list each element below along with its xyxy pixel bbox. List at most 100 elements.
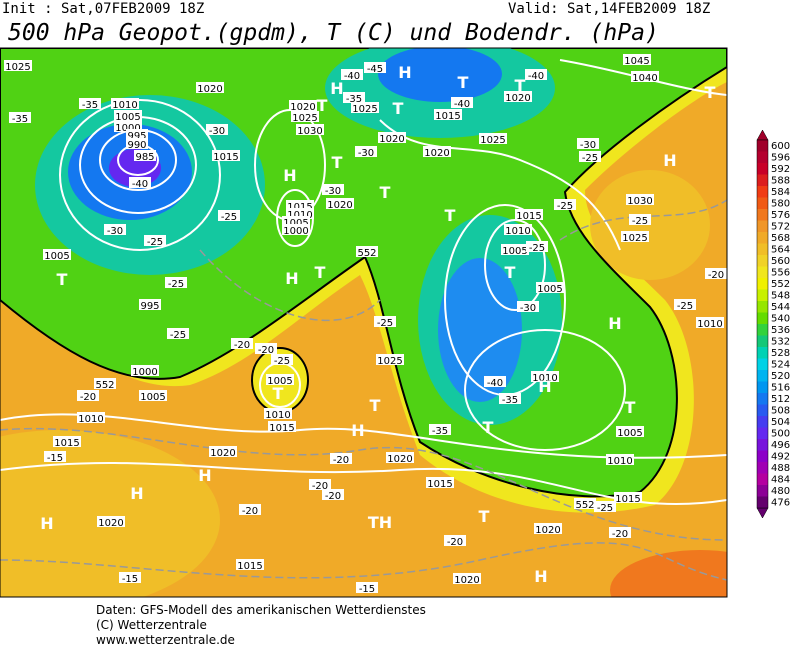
colorbar-label: 572 xyxy=(771,221,790,232)
temperature-label: -20 xyxy=(234,340,250,351)
colorbar-swatch xyxy=(757,243,768,255)
contour-label: 1025 xyxy=(622,233,647,244)
colorbar-swatch xyxy=(757,416,768,428)
temperature-label: -30 xyxy=(358,148,374,159)
label-box xyxy=(577,138,599,149)
colorbar-swatch xyxy=(757,370,768,382)
label-box xyxy=(423,146,451,157)
contour-label: 1025 xyxy=(377,356,402,367)
label-box xyxy=(631,71,659,82)
contour-label: 1020 xyxy=(98,518,123,529)
colorbar-swatch xyxy=(757,485,768,497)
colorbar-label: 504 xyxy=(771,417,790,428)
label-box xyxy=(129,177,151,188)
contour-label: 1005 xyxy=(140,392,165,403)
contour-label: 1020 xyxy=(424,148,449,159)
colorbar-swatch xyxy=(757,324,768,336)
label-box xyxy=(343,92,365,103)
temperature-label: -25 xyxy=(677,301,693,312)
contour-label: 1020 xyxy=(379,134,404,145)
label-box xyxy=(209,446,237,457)
temperature-label: -40 xyxy=(487,378,503,389)
label-box xyxy=(104,224,126,235)
contour-label: 1045 xyxy=(624,56,649,67)
label-box xyxy=(554,199,576,210)
footer-copyright: (C) Wetterzentrale xyxy=(96,618,207,632)
label-box xyxy=(206,124,228,135)
contour-label: 1020 xyxy=(535,525,560,536)
contour-label: 1010 xyxy=(607,456,632,467)
colorbar-swatch xyxy=(757,186,768,198)
label-box xyxy=(286,200,314,211)
pressure-center: T xyxy=(445,206,456,225)
map-title: 500 hPa Geopot.(gpdm), T (C) und Bodendr… xyxy=(8,20,659,46)
label-box xyxy=(629,214,651,225)
pressure-center: T xyxy=(317,96,328,115)
label-box xyxy=(429,424,451,435)
colorbar-swatch xyxy=(757,404,768,416)
colorbar-swatch xyxy=(757,232,768,244)
contour-label: 1015 xyxy=(435,111,460,122)
contour-label: 1010 xyxy=(287,210,312,221)
label-box xyxy=(268,421,296,432)
contour-label: 1020 xyxy=(387,454,412,465)
label-box xyxy=(97,516,125,527)
temperature-label: -30 xyxy=(209,126,225,137)
label-box xyxy=(504,224,532,235)
contour-label: 985 xyxy=(135,152,154,163)
label-box xyxy=(326,198,354,209)
label-box xyxy=(374,316,396,327)
colorbar-label: 480 xyxy=(771,486,790,497)
pressure-center: T xyxy=(332,153,343,172)
contour-label: 995 xyxy=(140,301,159,312)
label-box xyxy=(479,133,507,144)
colorbar-swatch xyxy=(757,220,768,232)
contour-label: 1015 xyxy=(287,202,312,213)
label-box xyxy=(499,393,521,404)
label-box xyxy=(606,454,634,465)
colorbar-swatch xyxy=(757,358,768,370)
temperature-label: -20 xyxy=(612,529,628,540)
label-box xyxy=(286,208,314,219)
temperature-label: -15 xyxy=(47,453,63,464)
footer-url: www.wetterzentrale.de xyxy=(96,633,235,647)
label-box xyxy=(255,343,277,354)
colorbar-label: 556 xyxy=(771,267,790,278)
isotherms xyxy=(0,199,727,581)
pressure-center: T xyxy=(273,384,284,403)
contour-label: 1005 xyxy=(115,112,140,123)
pressure-center: T xyxy=(625,398,636,417)
contour-label: 1025 xyxy=(352,104,377,115)
label-box xyxy=(77,412,105,423)
label-box xyxy=(515,209,543,220)
temperature-label: -30 xyxy=(325,186,341,197)
label-box xyxy=(139,299,161,310)
colorbar-label: 544 xyxy=(771,302,790,313)
label-box xyxy=(434,109,462,120)
label-box xyxy=(196,82,224,93)
colorbar-label: 500 xyxy=(771,428,790,439)
contour-label: 1010 xyxy=(505,226,530,237)
label-box xyxy=(526,241,548,252)
label-box xyxy=(266,374,294,385)
label-box xyxy=(94,378,116,389)
label-box xyxy=(322,489,344,500)
label-box xyxy=(705,268,727,279)
temperature-label: -25 xyxy=(170,330,186,341)
pressure-center: T xyxy=(380,183,391,202)
colorbar: 6005965925885845805765725685645605565525… xyxy=(756,129,790,519)
contour-label: 995 xyxy=(127,131,146,142)
temperature-label: -25 xyxy=(147,237,163,248)
label-box xyxy=(4,60,32,71)
temperature-label: -35 xyxy=(346,94,362,105)
contour-label: 1000 xyxy=(132,367,157,378)
label-box xyxy=(131,365,159,376)
contour-label: 1010 xyxy=(78,414,103,425)
contour-label: 1015 xyxy=(615,494,640,505)
label-box xyxy=(53,436,81,447)
colorbar-cap xyxy=(756,507,769,519)
pressure-center: H xyxy=(130,484,143,503)
contour-label: 1015 xyxy=(213,152,238,163)
label-box xyxy=(44,451,66,462)
colorbar-label: 580 xyxy=(771,198,790,209)
